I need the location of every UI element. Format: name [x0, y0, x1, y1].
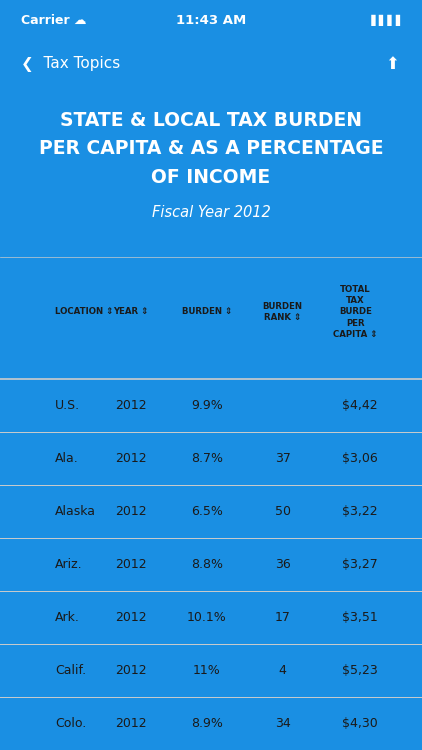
Text: Alaska: Alaska: [55, 505, 96, 518]
Text: 2012: 2012: [115, 717, 146, 730]
Text: $3,51: $3,51: [342, 611, 378, 624]
Text: 6.5%: 6.5%: [191, 505, 223, 518]
Text: 8.9%: 8.9%: [191, 717, 223, 730]
Text: ▐▐▐▐: ▐▐▐▐: [367, 15, 401, 26]
Text: Carrier ☁: Carrier ☁: [21, 14, 87, 27]
Text: 2012: 2012: [115, 558, 146, 571]
Text: PER CAPITA & AS A PERCENTAGE: PER CAPITA & AS A PERCENTAGE: [39, 140, 383, 158]
Text: U.S.: U.S.: [55, 399, 80, 412]
Text: STATE & LOCAL TAX BURDEN: STATE & LOCAL TAX BURDEN: [60, 110, 362, 130]
Text: 8.8%: 8.8%: [191, 558, 223, 571]
Text: OF INCOME: OF INCOME: [151, 168, 271, 187]
Text: ⬆: ⬆: [386, 55, 399, 73]
Text: 17: 17: [275, 611, 291, 624]
Text: Calif.: Calif.: [55, 664, 86, 677]
Text: Colo.: Colo.: [55, 717, 86, 730]
Text: 11:43 AM: 11:43 AM: [176, 14, 246, 27]
Text: YEAR ⇕: YEAR ⇕: [113, 308, 149, 316]
Text: Ark.: Ark.: [55, 611, 80, 624]
Text: 2012: 2012: [115, 452, 146, 465]
Text: 50: 50: [275, 505, 291, 518]
Text: Fiscal Year 2012: Fiscal Year 2012: [151, 206, 271, 220]
Text: LOCATION ⇕: LOCATION ⇕: [55, 308, 113, 316]
Text: 9.9%: 9.9%: [191, 399, 223, 412]
Text: 34: 34: [275, 717, 291, 730]
Text: 2012: 2012: [115, 399, 146, 412]
Text: Ariz.: Ariz.: [55, 558, 82, 571]
Text: 2012: 2012: [115, 611, 146, 624]
Text: BURDEN ⇕: BURDEN ⇕: [181, 308, 232, 316]
Text: $3,06: $3,06: [342, 452, 378, 465]
Text: 4: 4: [279, 664, 287, 677]
Text: 10.1%: 10.1%: [187, 611, 227, 624]
Text: $3,27: $3,27: [342, 558, 378, 571]
Text: $4,42: $4,42: [342, 399, 378, 412]
Text: BURDEN
RANK ⇕: BURDEN RANK ⇕: [263, 302, 303, 322]
Text: 2012: 2012: [115, 505, 146, 518]
Text: ❮  Tax Topics: ❮ Tax Topics: [21, 56, 120, 72]
Text: $4,30: $4,30: [342, 717, 378, 730]
Text: 37: 37: [275, 452, 291, 465]
Text: TOTAL
TAX
BURDE
PER
CAPITA ⇕: TOTAL TAX BURDE PER CAPITA ⇕: [333, 285, 378, 339]
Text: 8.7%: 8.7%: [191, 452, 223, 465]
Text: Ala.: Ala.: [55, 452, 78, 465]
Text: 11%: 11%: [193, 664, 221, 677]
Text: 2012: 2012: [115, 664, 146, 677]
Text: $3,22: $3,22: [342, 505, 378, 518]
Text: 36: 36: [275, 558, 291, 571]
Text: $5,23: $5,23: [342, 664, 378, 677]
